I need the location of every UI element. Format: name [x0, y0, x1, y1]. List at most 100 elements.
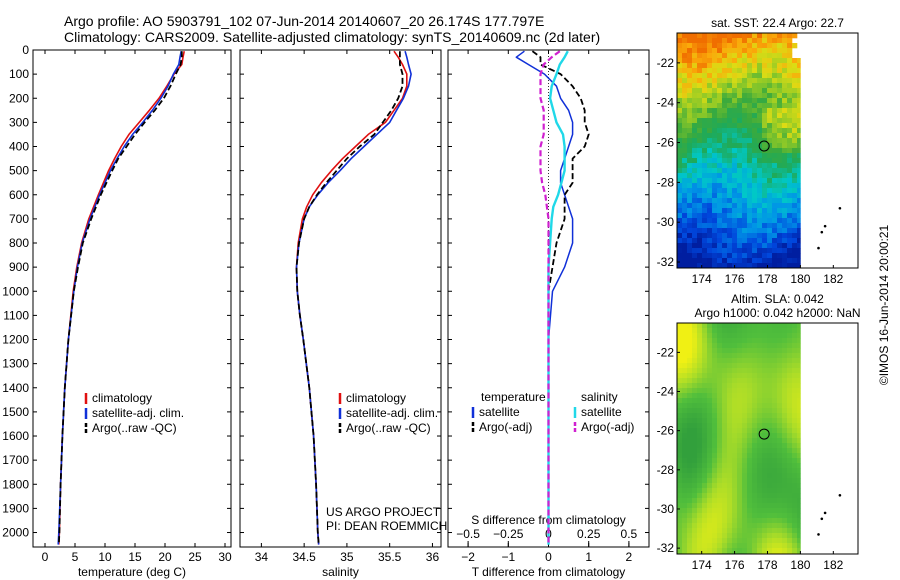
- field-cell: [742, 343, 748, 349]
- field-cell: [737, 123, 743, 129]
- field-cell: [747, 368, 753, 374]
- field-cell: [762, 328, 768, 334]
- field-cell: [762, 43, 768, 49]
- field-cell: [717, 433, 723, 439]
- field-cell: [707, 113, 713, 119]
- field-cell: [697, 103, 703, 109]
- field-cell: [717, 428, 723, 434]
- field-cell: [677, 253, 683, 259]
- field-cell: [767, 368, 773, 374]
- field-cell: [682, 93, 688, 99]
- field-cell: [687, 148, 693, 154]
- field-cell: [782, 113, 788, 119]
- field-cell: [722, 218, 728, 224]
- field-cell: [677, 548, 683, 554]
- field-cell: [712, 458, 718, 464]
- field-cell: [717, 398, 723, 404]
- field-cell: [737, 88, 743, 94]
- field-cell: [717, 113, 723, 119]
- field-cell: [792, 433, 798, 439]
- y-tick-label: 700: [9, 212, 29, 226]
- field-cell: [797, 468, 801, 474]
- field-cell: [687, 243, 693, 249]
- field-cell: [682, 483, 688, 489]
- field-cell: [762, 33, 768, 39]
- field-cell: [767, 323, 773, 329]
- field-cell: [717, 463, 723, 469]
- field-cell: [717, 473, 723, 479]
- field-cell: [757, 73, 763, 79]
- field-cell: [717, 523, 723, 529]
- field-cell: [702, 448, 708, 454]
- island-marker: [820, 230, 824, 234]
- field-cell: [747, 98, 753, 104]
- field-cell: [762, 473, 768, 479]
- field-cell: [692, 263, 698, 269]
- field-cell: [682, 53, 688, 59]
- field-cell: [772, 133, 778, 139]
- field-cell: [742, 88, 748, 94]
- field-cell: [732, 43, 738, 49]
- field-cell: [747, 418, 753, 424]
- field-cell: [777, 518, 783, 524]
- field-cell: [762, 518, 768, 524]
- field-cell: [782, 353, 788, 359]
- field-cell: [682, 233, 688, 239]
- field-cell: [732, 513, 738, 519]
- field-cell: [687, 458, 693, 464]
- field-cell: [707, 403, 713, 409]
- field-cell: [702, 438, 708, 444]
- field-cell: [782, 133, 788, 139]
- field-cell: [772, 263, 778, 269]
- field-cell: [747, 438, 753, 444]
- field-cell: [677, 528, 683, 534]
- field-cell: [757, 43, 763, 49]
- field-cell: [722, 438, 728, 444]
- field-cell: [767, 143, 773, 149]
- field-cell: [747, 508, 753, 514]
- field-cell: [787, 358, 793, 364]
- field-cell: [707, 498, 713, 504]
- field-cell: [687, 403, 693, 409]
- field-cell: [767, 518, 773, 524]
- field-cell: [677, 483, 683, 489]
- field-cell: [677, 173, 683, 179]
- field-cell: [747, 323, 753, 329]
- field-cell: [732, 508, 738, 514]
- field-cell: [732, 428, 738, 434]
- field-cell: [722, 108, 728, 114]
- field-cell: [742, 38, 748, 44]
- field-cell: [747, 493, 753, 499]
- field-cell: [792, 458, 798, 464]
- field-cell: [747, 88, 753, 94]
- temperature-panel: 0100200300400500600700800900100011001200…: [2, 43, 232, 579]
- field-cell: [792, 338, 798, 344]
- field-cell: [797, 68, 801, 74]
- field-cell: [702, 83, 708, 89]
- field-cell: [767, 118, 773, 124]
- field-cell: [797, 333, 801, 339]
- field-cell: [772, 468, 778, 474]
- field-cell: [742, 128, 748, 134]
- field-cell: [777, 463, 783, 469]
- field-cell: [722, 448, 728, 454]
- field-cell: [737, 463, 743, 469]
- field-cell: [792, 243, 798, 249]
- field-cell: [782, 388, 788, 394]
- field-cell: [732, 523, 738, 529]
- field-cell: [757, 248, 763, 254]
- field-cell: [757, 548, 763, 554]
- temperature-axes-frame: [32, 49, 232, 548]
- field-cell: [762, 528, 768, 534]
- field-cell: [737, 203, 743, 209]
- field-cell: [762, 523, 768, 529]
- field-cell: [722, 508, 728, 514]
- field-cell: [777, 243, 783, 249]
- field-cell: [797, 203, 801, 209]
- field-cell: [732, 413, 738, 419]
- field-cell: [777, 543, 783, 549]
- field-cell: [777, 253, 783, 259]
- field-cell: [692, 168, 698, 174]
- field-cell: [687, 123, 693, 129]
- field-cell: [797, 403, 801, 409]
